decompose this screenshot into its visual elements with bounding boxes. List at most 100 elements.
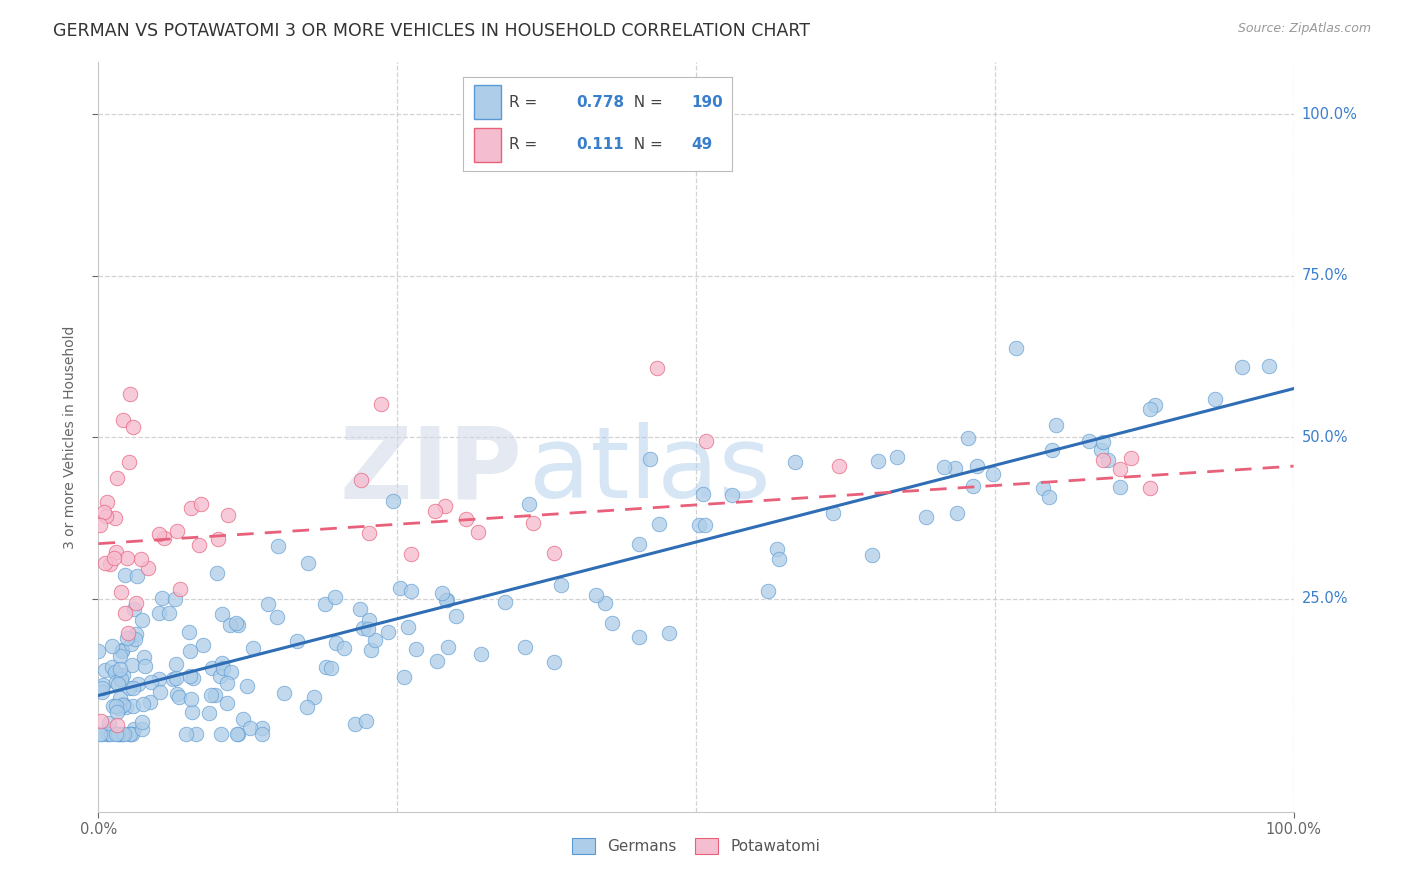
Point bbox=[110, 585, 132, 599]
Point bbox=[89, 518, 111, 533]
Text: 75.0%: 75.0% bbox=[1302, 268, 1348, 283]
Point bbox=[1005, 341, 1028, 355]
Point bbox=[966, 458, 988, 473]
Point bbox=[148, 673, 170, 687]
Point bbox=[314, 597, 336, 611]
Point bbox=[1078, 434, 1101, 449]
Point bbox=[1040, 442, 1063, 457]
Point bbox=[693, 518, 716, 533]
Point bbox=[127, 677, 149, 691]
Point bbox=[377, 624, 399, 639]
Point bbox=[860, 548, 883, 562]
Point bbox=[97, 727, 120, 741]
Point bbox=[868, 454, 890, 468]
Point bbox=[209, 668, 232, 682]
Text: 100.0%: 100.0% bbox=[1302, 107, 1358, 121]
Point bbox=[239, 721, 262, 735]
Point bbox=[148, 526, 170, 541]
Point bbox=[1038, 490, 1060, 504]
Point bbox=[756, 583, 779, 598]
Point bbox=[89, 727, 111, 741]
Point bbox=[129, 552, 152, 566]
Point bbox=[252, 721, 274, 735]
Point bbox=[1230, 359, 1253, 374]
Point bbox=[821, 507, 844, 521]
Point bbox=[225, 727, 247, 741]
Legend: Germans, Potawatomi: Germans, Potawatomi bbox=[567, 832, 825, 860]
Point bbox=[103, 551, 125, 566]
Point bbox=[405, 642, 427, 657]
Point bbox=[157, 607, 180, 621]
Point bbox=[191, 638, 214, 652]
Point bbox=[1139, 402, 1161, 417]
Point bbox=[110, 662, 132, 676]
Point bbox=[257, 598, 280, 612]
Point bbox=[236, 679, 259, 693]
Point bbox=[302, 690, 325, 705]
Point bbox=[121, 658, 143, 673]
Point bbox=[112, 698, 135, 712]
Point bbox=[165, 671, 187, 685]
Point bbox=[1139, 481, 1161, 495]
Point bbox=[945, 506, 967, 520]
Point bbox=[153, 532, 176, 546]
Point bbox=[217, 676, 239, 690]
Point bbox=[118, 455, 141, 469]
Point bbox=[295, 700, 318, 714]
Point bbox=[399, 548, 422, 562]
Point bbox=[107, 668, 129, 682]
Point bbox=[125, 569, 148, 583]
Point bbox=[494, 595, 516, 609]
Point bbox=[121, 419, 143, 434]
Point bbox=[97, 716, 120, 731]
Point bbox=[388, 582, 411, 596]
Point bbox=[522, 516, 544, 530]
Point bbox=[167, 690, 190, 704]
Point bbox=[648, 516, 671, 531]
Point bbox=[425, 504, 447, 518]
Point bbox=[297, 556, 319, 570]
Point bbox=[114, 606, 136, 620]
Point bbox=[181, 671, 204, 685]
Point bbox=[325, 636, 347, 650]
Point bbox=[104, 545, 127, 559]
Point bbox=[105, 471, 128, 485]
Point bbox=[1119, 450, 1142, 465]
Point bbox=[115, 551, 138, 566]
Point bbox=[595, 596, 617, 610]
Point bbox=[118, 387, 141, 401]
Text: 50.0%: 50.0% bbox=[1302, 430, 1348, 444]
Point bbox=[150, 591, 173, 606]
Point bbox=[215, 696, 238, 710]
Point bbox=[98, 722, 121, 736]
Point bbox=[204, 688, 226, 702]
Point bbox=[1097, 452, 1119, 467]
Point bbox=[436, 593, 458, 607]
Point bbox=[91, 727, 114, 741]
Point bbox=[1204, 392, 1226, 407]
Point bbox=[174, 727, 197, 741]
Point bbox=[357, 525, 380, 540]
Point bbox=[333, 641, 356, 656]
Point bbox=[96, 727, 118, 741]
Text: Source: ZipAtlas.com: Source: ZipAtlas.com bbox=[1237, 22, 1371, 36]
Point bbox=[149, 685, 172, 699]
Point bbox=[205, 566, 228, 580]
Point bbox=[396, 620, 419, 634]
Text: GERMAN VS POTAWATOMI 3 OR MORE VEHICLES IN HOUSEHOLD CORRELATION CHART: GERMAN VS POTAWATOMI 3 OR MORE VEHICLES … bbox=[53, 22, 810, 40]
Point bbox=[285, 633, 308, 648]
Point bbox=[107, 727, 129, 741]
Point bbox=[134, 659, 156, 673]
Point bbox=[98, 557, 121, 571]
Point bbox=[110, 727, 132, 741]
Point bbox=[200, 688, 222, 702]
Point bbox=[352, 621, 374, 635]
Point bbox=[190, 497, 212, 511]
Point bbox=[186, 727, 208, 741]
Point bbox=[90, 684, 112, 698]
Point bbox=[470, 647, 492, 661]
Point bbox=[179, 669, 201, 683]
Point bbox=[117, 625, 139, 640]
Point bbox=[96, 495, 118, 509]
Point bbox=[768, 552, 790, 566]
